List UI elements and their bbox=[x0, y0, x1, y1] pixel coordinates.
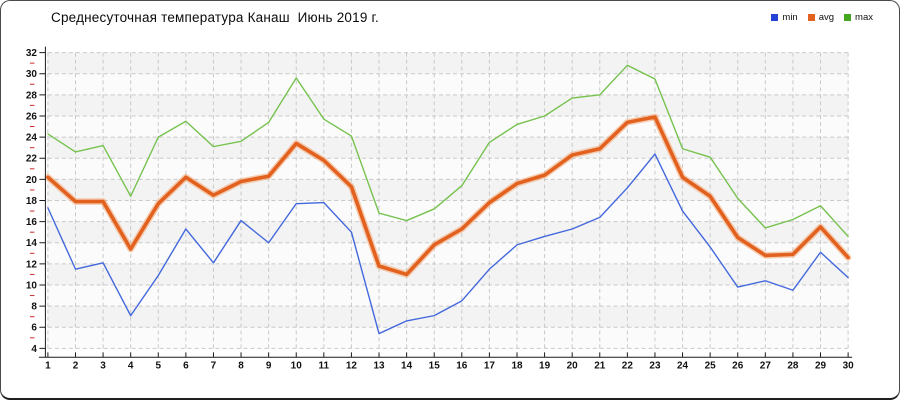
legend-swatch-min-icon bbox=[771, 14, 779, 21]
x-axis-tick-label: 17 bbox=[484, 361, 496, 372]
y-axis-tick-label: 12 bbox=[26, 259, 38, 270]
x-axis-tick-label: 1 bbox=[45, 361, 51, 372]
y-axis-tick-label: 20 bbox=[26, 175, 38, 186]
x-axis-tick-label: 8 bbox=[238, 361, 244, 372]
legend-item-avg[interactable]: avg bbox=[807, 12, 835, 23]
series-avg-line bbox=[46, 115, 850, 277]
x-axis-tick-label: 2 bbox=[73, 361, 79, 372]
x-axis-tick-label: 21 bbox=[594, 361, 606, 372]
y-axis-tick-label: 32 bbox=[26, 48, 38, 59]
y-axis-tick-label: 18 bbox=[26, 196, 38, 207]
legend-label-min: min bbox=[782, 12, 798, 23]
legend-swatch-avg-icon bbox=[807, 14, 815, 21]
y-axis-tick-label: 24 bbox=[26, 133, 38, 144]
legend-item-max[interactable]: max bbox=[844, 12, 873, 23]
axis-ticks bbox=[29, 52, 849, 358]
x-axis-tick-label: 4 bbox=[128, 361, 134, 372]
x-axis-tick-label: 5 bbox=[155, 361, 161, 372]
x-axis-tick-label: 28 bbox=[787, 361, 799, 372]
series-max-line bbox=[47, 64, 849, 238]
y-axis-tick-label: 4 bbox=[31, 344, 37, 355]
y-axis-tick-label: 6 bbox=[31, 323, 37, 334]
y-axis-tick-label: 10 bbox=[26, 280, 38, 291]
x-axis-tick-label: 24 bbox=[677, 361, 689, 372]
x-axis-tick-label: 11 bbox=[319, 361, 330, 372]
legend-label-avg: avg bbox=[818, 12, 835, 23]
y-axis-tick-label: 22 bbox=[26, 154, 38, 165]
y-axis-tick-label: 28 bbox=[26, 90, 38, 101]
legend-swatch-max-icon bbox=[844, 14, 852, 21]
x-axis-tick-label: 13 bbox=[373, 361, 385, 372]
x-axis-tick-label: 23 bbox=[649, 361, 661, 372]
y-axis-tick-label: 30 bbox=[26, 69, 38, 80]
x-axis-tick-label: 9 bbox=[266, 361, 272, 372]
x-axis-tick-label: 10 bbox=[291, 361, 303, 372]
x-axis-tick-label: 6 bbox=[183, 361, 189, 372]
x-axis-tick-label: 20 bbox=[567, 361, 579, 372]
gridlines bbox=[47, 52, 849, 349]
y-axis-tick-label: 26 bbox=[26, 111, 38, 122]
x-axis-tick-label: 30 bbox=[843, 361, 855, 372]
x-axis-tick-label: 18 bbox=[511, 361, 523, 372]
series-min-line bbox=[47, 153, 849, 335]
x-axis-tick-label: 15 bbox=[429, 361, 441, 372]
y-axis-tick-label: 14 bbox=[26, 238, 38, 249]
x-axis-tick-label: 27 bbox=[760, 361, 772, 372]
y-axis-tick-label: 8 bbox=[31, 302, 37, 313]
x-axis-tick-label: 29 bbox=[815, 361, 827, 372]
legend-item-min[interactable]: min bbox=[771, 12, 798, 23]
x-axis-tick-label: 7 bbox=[211, 361, 217, 372]
y-axis-tick-label: 16 bbox=[26, 217, 38, 228]
x-axis-tick-label: 25 bbox=[705, 361, 717, 372]
x-axis-tick-label: 26 bbox=[732, 361, 744, 372]
legend: min avg max bbox=[771, 12, 873, 23]
x-axis-tick-label: 14 bbox=[401, 361, 413, 372]
legend-label-max: max bbox=[855, 12, 873, 23]
x-axis-tick-label: 3 bbox=[100, 361, 106, 372]
chart-title: Среднесуточная температура Канаш Июнь 20… bbox=[51, 10, 379, 25]
axes bbox=[38, 46, 853, 358]
x-axis-tick-label: 12 bbox=[346, 361, 358, 372]
x-axis-tick-label: 19 bbox=[539, 361, 551, 372]
x-axis-tick-label: 22 bbox=[622, 361, 634, 372]
x-axis-tick-label: 16 bbox=[456, 361, 468, 372]
